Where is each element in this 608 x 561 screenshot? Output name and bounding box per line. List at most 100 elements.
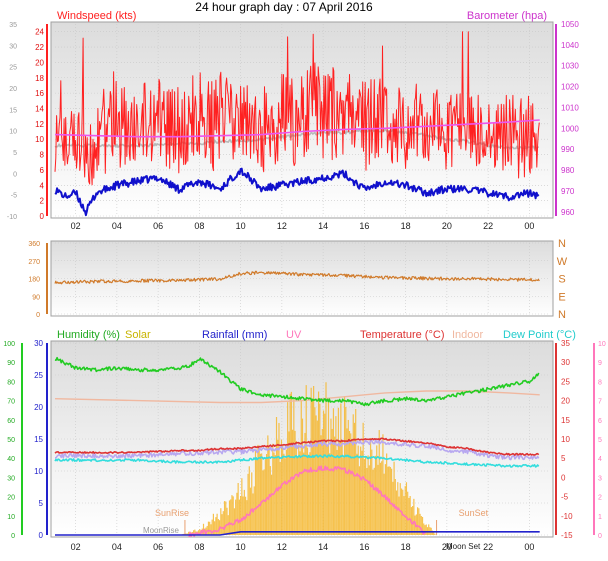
humidity-tick-label: 50: [7, 437, 15, 444]
wind-tick-label: 10: [35, 135, 44, 144]
legend-indoor: Indoor: [452, 329, 484, 341]
wind-tick-label: 18: [35, 74, 44, 83]
dir-tick-label: 180: [28, 277, 40, 284]
uv-tick-label: 8: [598, 379, 602, 386]
dir-tick-label: 90: [32, 294, 40, 301]
wind-tick-label: 0: [40, 212, 45, 221]
baro-tick-label: 1050: [561, 20, 579, 29]
baro-axis-label: Barometer (hpa): [467, 10, 547, 22]
humidity-tick-label: 30: [7, 475, 15, 482]
x-tick-label: 16: [359, 221, 369, 231]
dir-tick-label: 360: [28, 241, 40, 248]
dir-tick-label: 270: [28, 259, 40, 266]
x-tick-label: 20: [442, 221, 452, 231]
baro-tick-label: 990: [561, 145, 575, 154]
series-barometer: [54, 119, 540, 138]
x-tick-label: 10: [236, 542, 246, 552]
uv-tick-label: 2: [598, 495, 602, 502]
x-tick-label: 12: [277, 542, 287, 552]
wind-tick-label: 16: [35, 89, 44, 98]
temp-tick-label: -5: [561, 493, 569, 502]
wind-tick-label: 8: [40, 151, 45, 160]
legend-dewpoint: Dew Point (°C): [503, 329, 576, 341]
compass-tick-label: E: [558, 291, 565, 303]
humidity-tick-label: 20: [7, 495, 15, 502]
baro-tick-label: 1010: [561, 103, 579, 112]
series-temperature-secondary: [55, 438, 540, 461]
temp-tick-label: 35: [9, 22, 17, 29]
temp-tick-label: 0: [13, 171, 17, 178]
series-uv: [188, 465, 426, 538]
x-tick-label: 08: [194, 221, 204, 231]
x-tick-label: 18: [401, 542, 411, 552]
rain-tick-label: 25: [34, 371, 43, 380]
x-tick-label: 02: [71, 542, 81, 552]
x-tick-label: 00: [524, 542, 534, 552]
wind-tick-label: 6: [40, 166, 45, 175]
temp-tick-label: 35: [561, 339, 570, 348]
series-average-wind: [54, 167, 540, 217]
sunset-label: SunSet: [459, 508, 489, 518]
series-temperature: [54, 437, 540, 456]
temp-tick-label: 10: [9, 129, 17, 136]
x-tick-label: 00: [524, 221, 534, 231]
humidity-tick-label: 0: [11, 533, 15, 540]
temp-tick-label: -10: [561, 512, 573, 521]
humidity-tick-label: 60: [7, 418, 15, 425]
temp-tick-label: 15: [9, 107, 17, 114]
baro-tick-label: 980: [561, 166, 575, 175]
uv-tick-label: 7: [598, 399, 602, 406]
temp-tick-label: 30: [9, 43, 17, 50]
compass-tick-label: S: [558, 274, 565, 286]
humidity-tick-label: 100: [3, 341, 15, 348]
wind-tick-label: 20: [35, 58, 44, 67]
baro-tick-label: 1030: [561, 62, 579, 71]
series-dewpoint: [54, 454, 540, 468]
humidity-tick-label: 10: [7, 514, 15, 521]
temp-tick-label: 20: [9, 86, 17, 93]
series-gust: [54, 31, 540, 186]
series-rainfall: [55, 530, 540, 536]
humidity-tick-label: 90: [7, 360, 15, 367]
rain-tick-label: 10: [34, 467, 43, 476]
uv-tick-label: 3: [598, 475, 602, 482]
baro-tick-label: 970: [561, 187, 575, 196]
temp-tick-label: 25: [9, 65, 17, 72]
wind-tick-label: 12: [35, 120, 44, 129]
series-humidity: [54, 356, 540, 407]
legend-solar: Solar: [125, 329, 151, 341]
wind-tick-label: 2: [40, 197, 45, 206]
uv-tick-label: 5: [598, 437, 602, 444]
dir-tick-label: 0: [36, 312, 40, 319]
temp-tick-label: 30: [561, 358, 570, 367]
rain-tick-label: 30: [34, 339, 43, 348]
x-tick-label: 22: [483, 542, 493, 552]
legend-uv: UV: [286, 329, 302, 341]
temp-tick-label: 5: [13, 150, 17, 157]
uv-tick-label: 0: [598, 533, 602, 540]
legend-rainfall: Rainfall (mm): [202, 329, 267, 341]
bottom-legend: Humidity (%) Solar Rainfall (mm) UV Temp…: [57, 329, 576, 341]
temp-tick-label: -10: [7, 214, 17, 221]
compass-tick-label: N: [558, 238, 566, 250]
legend-humidity: Humidity (%): [57, 329, 120, 341]
humidity-tick-label: 70: [7, 399, 15, 406]
x-tick-label: 02: [71, 221, 81, 231]
baro-tick-label: 1020: [561, 83, 579, 92]
series-layer: SunRise SunSet MoonRise Moon Set: [54, 31, 540, 551]
compass-tick-label: W: [557, 256, 568, 268]
x-tick-label: 08: [194, 542, 204, 552]
x-tick-label: 14: [318, 542, 328, 552]
rain-tick-label: 20: [34, 403, 43, 412]
humidity-tick-label: 40: [7, 456, 15, 463]
x-tick-label: 22: [483, 221, 493, 231]
temp-tick-label: 15: [561, 416, 570, 425]
series-indoor: [54, 390, 540, 404]
wind-axis-label: Windspeed (kts): [57, 10, 136, 22]
legend-temperature: Temperature (°C): [360, 329, 444, 341]
rain-tick-label: 5: [39, 499, 44, 508]
moonset-label: Moon Set: [446, 542, 481, 551]
wind-tick-label: 4: [40, 181, 45, 190]
